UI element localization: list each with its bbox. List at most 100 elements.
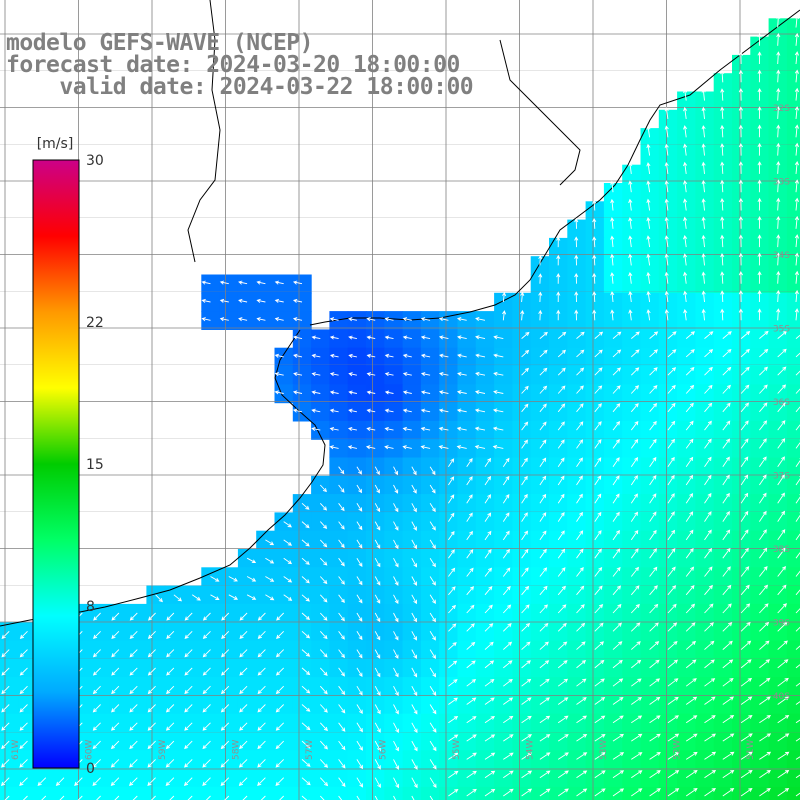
wind-arrow	[129, 649, 138, 658]
speed-cell	[603, 677, 623, 696]
wind-arrow	[484, 494, 492, 504]
wind-arrow	[795, 756, 800, 760]
wind-arrow	[411, 557, 417, 568]
wind-arrow	[475, 371, 486, 376]
wind-arrow	[129, 630, 138, 639]
wind-arrow	[704, 456, 712, 467]
wind-arrow	[740, 438, 749, 449]
wind-arrow	[348, 353, 357, 358]
speed-cell	[658, 109, 678, 129]
speed-cell	[695, 183, 715, 202]
wind-arrow	[576, 697, 587, 705]
wind-arrow	[777, 640, 788, 650]
wind-arrow	[776, 289, 781, 303]
wind-arrow	[92, 722, 101, 731]
wind-arrow	[720, 271, 725, 284]
speed-cell	[475, 457, 495, 477]
speed-cell	[622, 677, 642, 696]
speed-cell	[292, 347, 312, 367]
wind-arrow	[646, 253, 651, 266]
wind-arrow	[667, 420, 676, 431]
wind-arrow	[539, 385, 548, 394]
wind-arrow	[374, 484, 380, 494]
speed-cell	[622, 457, 642, 477]
wind-arrow	[630, 493, 638, 504]
speed-cell	[732, 768, 751, 788]
speed-cell	[585, 549, 605, 568]
speed-cell	[658, 256, 678, 276]
speed-cell	[128, 786, 147, 800]
wind-arrow	[720, 143, 725, 156]
speed-cell	[567, 677, 587, 696]
speed-cell	[677, 494, 696, 513]
speed-cell	[677, 91, 696, 111]
wind-arrow	[147, 722, 156, 731]
speed-cell	[274, 292, 294, 312]
wind-arrow	[630, 585, 640, 596]
wind-arrow	[19, 759, 28, 768]
wind-arrow	[256, 298, 266, 303]
speed-cell	[420, 311, 440, 330]
wind-arrow	[110, 759, 120, 768]
speed-cell	[732, 311, 751, 330]
speed-cell	[475, 530, 495, 550]
speed-cell	[512, 494, 532, 513]
wind-arrow	[438, 408, 449, 413]
speed-cell	[567, 475, 587, 495]
speed-cell	[549, 567, 568, 587]
speed-cell	[786, 549, 800, 568]
wind-arrow	[722, 640, 733, 650]
wind-arrow	[759, 510, 767, 522]
speed-cell	[219, 311, 239, 330]
wind-arrow	[667, 678, 679, 687]
wind-arrow	[576, 439, 584, 449]
wind-arrow	[759, 714, 771, 724]
speed-cell	[439, 439, 459, 459]
wind-arrow	[239, 685, 248, 695]
wind-arrow	[329, 353, 339, 358]
wind-arrow	[667, 715, 679, 724]
speed-cell	[567, 512, 587, 532]
wind-arrow	[19, 685, 28, 695]
speed-cell	[329, 366, 349, 385]
wind-arrow	[239, 722, 248, 731]
speed-cell	[622, 311, 642, 330]
wind-arrow	[129, 704, 138, 713]
wind-arrow	[757, 270, 762, 284]
wind-arrow	[448, 623, 457, 632]
wind-arrow	[701, 161, 706, 174]
wind-arrow	[466, 770, 477, 779]
wind-arrow	[374, 557, 381, 568]
wind-arrow	[165, 740, 175, 750]
wind-arrow	[664, 309, 669, 321]
wind-arrow	[612, 493, 620, 504]
wind-arrow	[503, 788, 514, 797]
speed-cell	[494, 530, 513, 550]
wind-arrow	[646, 198, 651, 211]
wind-arrow	[374, 777, 381, 789]
wind-arrow	[722, 769, 735, 779]
speed-cell	[622, 201, 642, 221]
speed-cell	[768, 713, 788, 733]
speed-cell	[457, 366, 477, 385]
wind-arrow	[503, 770, 514, 779]
wind-arrow	[374, 759, 381, 770]
wind-arrow	[630, 385, 640, 394]
speed-cell	[640, 237, 660, 257]
wind-arrow	[521, 697, 532, 705]
wind-arrow	[628, 271, 633, 284]
speed-cell	[530, 530, 550, 550]
wind-arrow	[557, 622, 567, 632]
speed-cell	[768, 311, 788, 330]
wind-arrow	[631, 770, 643, 779]
wind-arrow	[366, 317, 376, 322]
wind-arrow	[664, 107, 669, 119]
wind-arrow	[201, 317, 211, 322]
wind-arrow	[683, 308, 688, 321]
speed-cell	[603, 475, 623, 495]
wind-arrow	[649, 511, 657, 522]
wind-arrow	[319, 777, 329, 787]
wind-arrow	[166, 612, 175, 621]
wind-arrow	[402, 372, 412, 377]
coastline-argentina	[0, 329, 326, 627]
